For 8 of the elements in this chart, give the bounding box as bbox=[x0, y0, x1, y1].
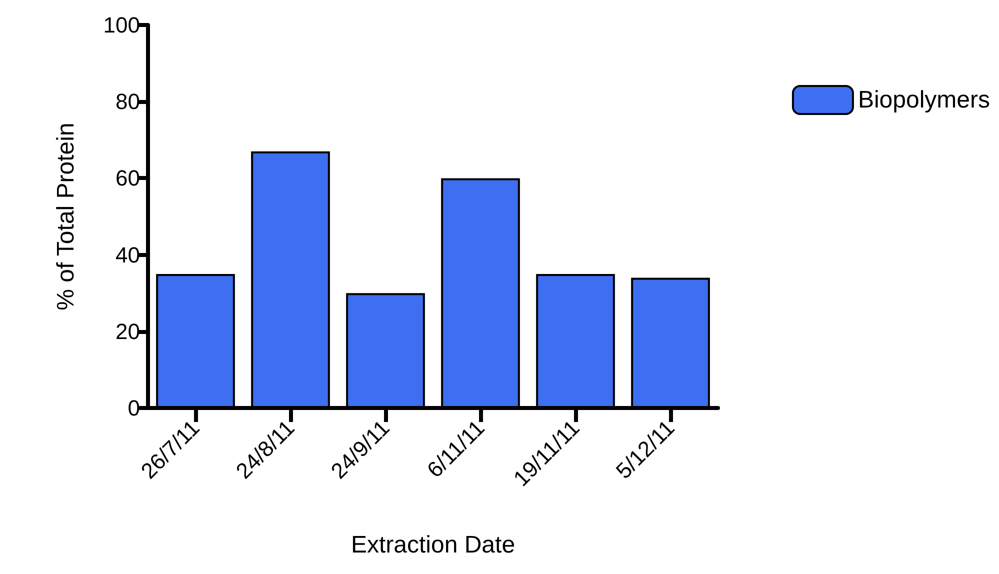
y-axis-title: % of Total Protein bbox=[52, 122, 80, 310]
legend-label: Biopolymers bbox=[858, 86, 990, 114]
y-tick-label: 100 bbox=[103, 12, 140, 38]
y-tick-label: 80 bbox=[116, 89, 140, 114]
y-tick-label: 20 bbox=[116, 318, 140, 344]
x-axis-title: Extraction Date bbox=[350, 532, 516, 558]
y-tick-label: 40 bbox=[116, 242, 140, 268]
y-tick-label: 60 bbox=[116, 166, 140, 191]
